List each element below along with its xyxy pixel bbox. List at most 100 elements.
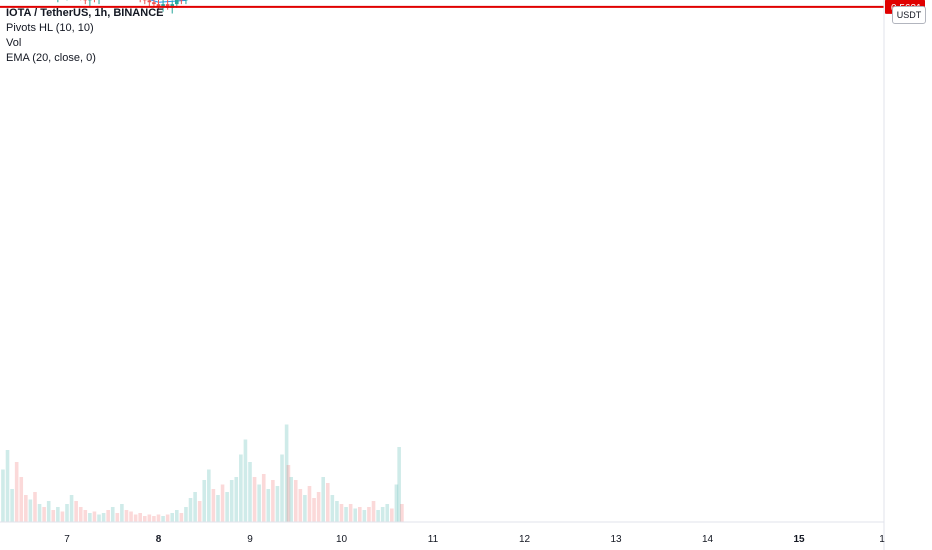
candle-body: [147, 0, 152, 3]
candle-body: [175, 0, 179, 5]
volume-bar: [229, 480, 234, 522]
ema-line: [149, 0, 188, 3]
volume-bar: [33, 492, 37, 522]
volume-bar: [385, 504, 390, 522]
candle: [98, 0, 100, 5]
volume-bar: [376, 510, 380, 522]
volume-bar: [124, 510, 129, 522]
volume-bar: [243, 439, 248, 522]
symbol-title[interactable]: IOTA / TetherUS, 1h, BINANCE: [6, 7, 164, 19]
volume-bar: [78, 507, 83, 522]
volume-bar: [188, 498, 193, 522]
volume-bar: [152, 516, 156, 522]
ema-polyline: [149, 0, 188, 3]
candle-body: [161, 4, 165, 7]
volume-bar: [344, 507, 348, 522]
volume-bar: [170, 513, 175, 522]
volume-bar: [5, 450, 10, 522]
volume-bar: [261, 474, 266, 522]
volume-bar: [286, 465, 291, 522]
x-tick-label: 9: [247, 534, 253, 545]
volume-bar: [312, 498, 316, 522]
volume-bar: [252, 477, 257, 522]
volume-bar: [46, 501, 51, 522]
x-tick-label: 15: [793, 534, 805, 545]
volume-bar: [156, 514, 161, 522]
volume-bar: [271, 480, 275, 522]
volume-bar: [120, 504, 124, 522]
volume-bar: [321, 477, 325, 522]
volume-bar: [367, 507, 371, 522]
x-tick-label: 8: [156, 534, 162, 545]
volume-bar: [234, 477, 239, 522]
volume-bar: [88, 513, 92, 522]
volume-bar: [193, 492, 197, 522]
volume-bar: [197, 501, 202, 522]
volume-bar: [138, 513, 142, 522]
candle: [93, 0, 95, 3]
indicator-volume[interactable]: Vol: [6, 37, 22, 49]
volume-bar: [165, 514, 170, 522]
volume-bar: [353, 508, 358, 522]
volume-bar: [74, 501, 78, 522]
volume-bar: [92, 511, 97, 522]
volume-bar: [284, 424, 289, 522]
candle: [139, 0, 141, 3]
x-tick-label: 11: [428, 534, 439, 545]
volume-bar: [51, 510, 56, 522]
volume-bar: [133, 514, 138, 522]
x-tick-label: 12: [519, 534, 531, 545]
volume-bar: [24, 495, 28, 522]
volume-bar: [394, 484, 399, 522]
volume-bar: [97, 514, 101, 522]
volume-bar: [303, 495, 307, 522]
volume-bar: [335, 501, 339, 522]
volume-bar: [298, 489, 303, 522]
candle: [161, 0, 165, 12]
volume-bar: [37, 504, 42, 522]
horizontal-levels[interactable]: [0, 0, 884, 8]
volume-bar: [184, 507, 188, 522]
candle: [57, 0, 59, 3]
candle-body: [152, 2, 156, 5]
volume-bar: [216, 495, 220, 522]
candle: [83, 0, 88, 5]
volume-bar: [110, 507, 115, 522]
chart-legend: IOTA / TetherUS, 1h, BINANCE Pivots HL (…: [6, 6, 163, 66]
volume-bar: [211, 489, 216, 522]
candle-body: [156, 4, 161, 7]
volume-bar: [248, 462, 252, 522]
volume-bar: [275, 486, 280, 522]
candle: [179, 0, 184, 5]
candle: [175, 0, 179, 8]
x-tick-label: 1: [879, 534, 885, 545]
volume-bar: [101, 513, 106, 522]
volume-bar: [207, 469, 211, 522]
currency-button[interactable]: USDT: [892, 6, 926, 24]
volume-bar: [316, 492, 321, 522]
volume-bar: [358, 507, 362, 522]
candle: [184, 0, 188, 5]
volume-bar: [42, 507, 46, 522]
x-tick-label: 13: [610, 534, 622, 545]
volume-bar: [129, 511, 133, 522]
x-tick-label: 10: [336, 534, 348, 545]
indicator-pivots[interactable]: Pivots HL (10, 10): [6, 22, 94, 34]
volume-bar: [175, 510, 179, 522]
volume-bars: [1, 424, 404, 522]
volume-bar: [220, 484, 225, 522]
volume-bar: [60, 511, 65, 522]
volume-bar: [266, 489, 271, 522]
volume-bar: [330, 495, 335, 522]
volume-bar: [202, 480, 207, 522]
indicator-ema[interactable]: EMA (20, close, 0): [6, 52, 96, 64]
x-tick-label: 14: [702, 534, 714, 545]
candle: [88, 0, 92, 7]
volume-bar: [339, 504, 344, 522]
volume-bar: [289, 477, 293, 522]
volume-bar: [56, 507, 60, 522]
volume-bar: [257, 484, 261, 522]
volume-bar: [147, 514, 152, 522]
